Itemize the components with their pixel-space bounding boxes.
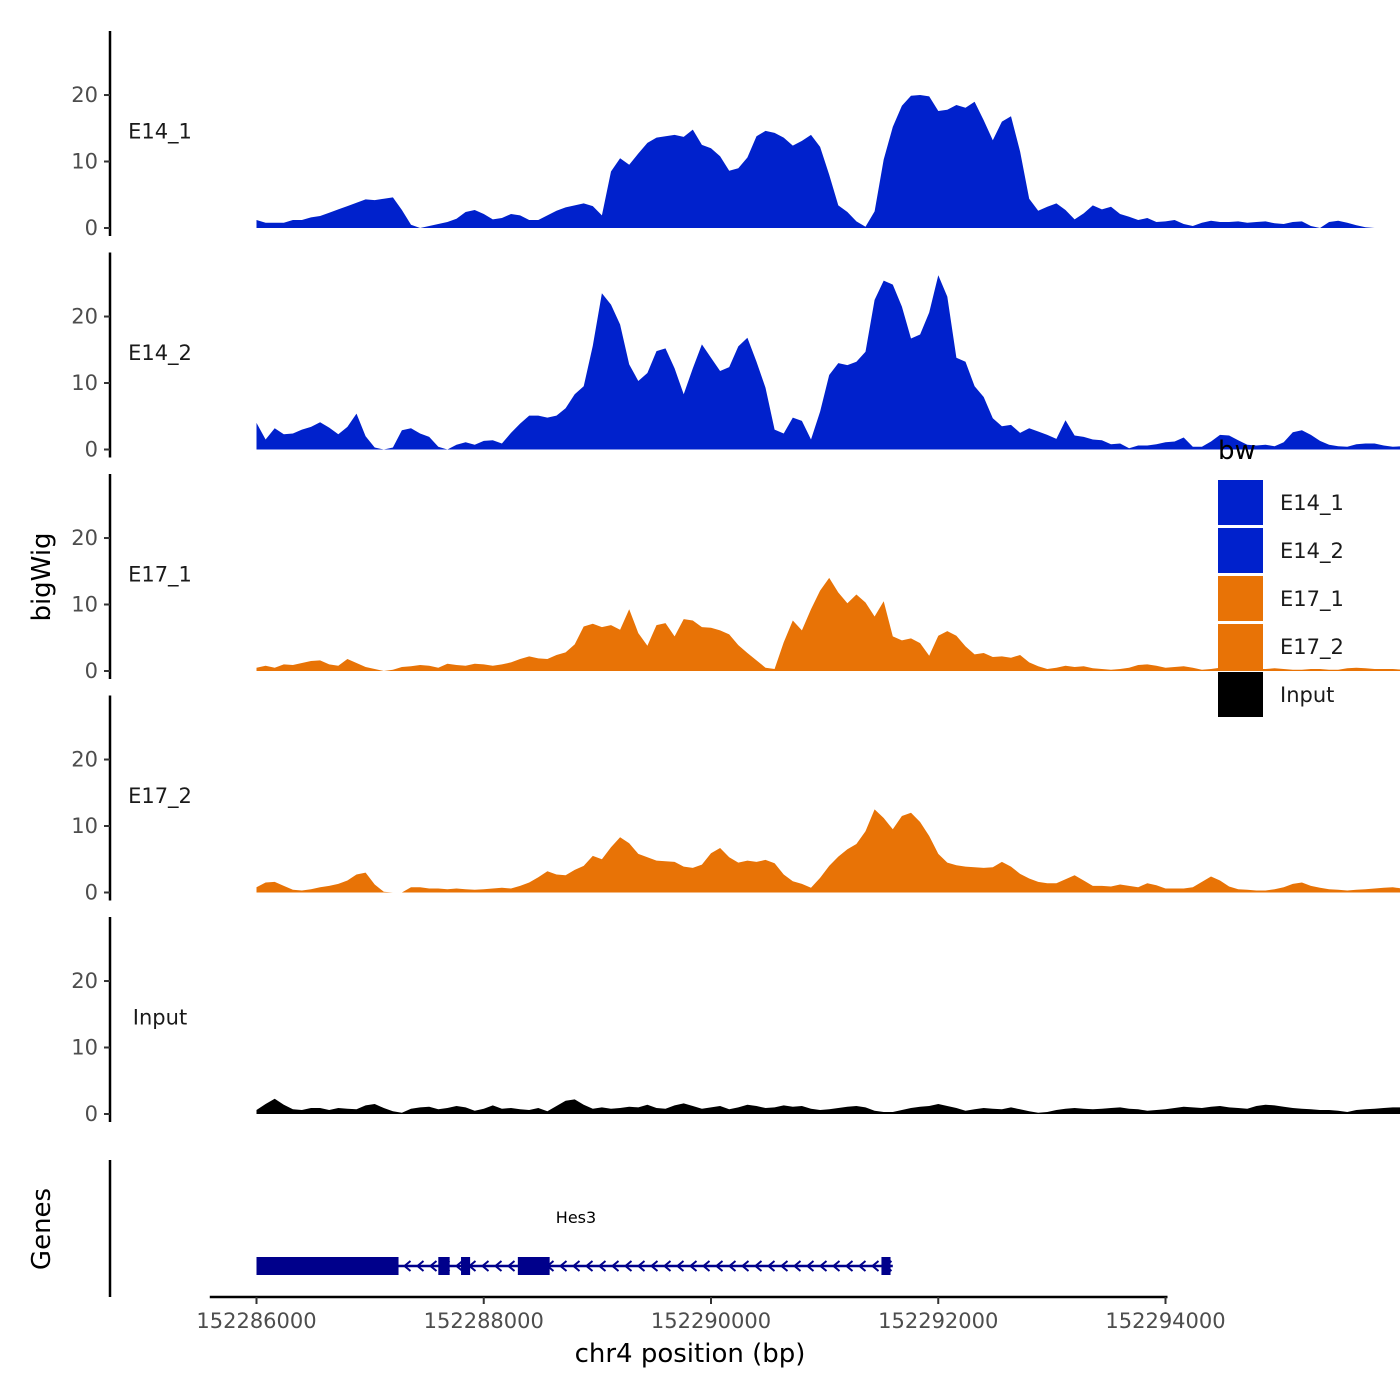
y-tick-label: 10	[71, 150, 98, 174]
strand-chevron	[415, 1260, 425, 1272]
y-tick-label: 20	[71, 305, 98, 329]
strand-chevron	[688, 1260, 698, 1272]
y-tick-label: 10	[71, 593, 98, 617]
y-tick-label: 0	[85, 881, 98, 905]
track-panels: 0 10 20 E14_1 0 10 20 E14_2 0 10 20 E17_1 0 10 20 E17_2…	[71, 31, 1400, 1126]
strand-chevron	[727, 1260, 737, 1272]
y-tick-label: 20	[71, 969, 98, 993]
track-label: E17_2	[128, 784, 192, 809]
strand-chevron	[844, 1260, 854, 1272]
x-tick-label: 152294000	[1105, 1309, 1225, 1333]
track-e17_1: 0 10 20 E17_1	[71, 474, 1400, 683]
y-tick-label: 20	[71, 748, 98, 772]
strand-chevron	[766, 1260, 776, 1272]
strand-chevron	[480, 1260, 490, 1272]
track-label: E14_1	[128, 120, 192, 145]
track-label: E14_2	[128, 341, 192, 366]
x-axis: 152286000 152288000 152290000 152292000 1522…	[196, 1295, 1226, 1333]
gene-exon	[438, 1257, 450, 1275]
coverage-area-input	[256, 1098, 1400, 1114]
strand-chevron	[831, 1260, 841, 1272]
strand-chevron	[805, 1260, 815, 1272]
y-tick-label: 20	[71, 83, 98, 107]
strand-chevron	[649, 1260, 659, 1272]
strand-chevron	[428, 1260, 438, 1272]
x-tick-label: 152292000	[878, 1309, 998, 1333]
legend-key	[1218, 576, 1263, 621]
strand-chevron	[454, 1260, 464, 1272]
strand-chevron	[662, 1260, 672, 1272]
gene-exon	[517, 1257, 550, 1275]
y-tick-label: 0	[85, 659, 98, 683]
strand-chevron	[701, 1260, 711, 1272]
strand-chevron	[675, 1260, 685, 1272]
strand-chevron	[506, 1260, 516, 1272]
strand-chevron	[402, 1260, 412, 1272]
gene-exon	[461, 1257, 471, 1275]
x-tick-label: 152290000	[651, 1309, 771, 1333]
legend-key	[1218, 480, 1263, 525]
track-e14_2: 0 10 20 E14_2	[71, 252, 1400, 462]
y-axis-title: bigWig	[27, 532, 57, 621]
coverage-area-e17_1	[256, 577, 1400, 671]
strand-chevron	[610, 1260, 620, 1272]
strand-chevron	[753, 1260, 763, 1272]
coverage-area-e17_2	[256, 809, 1400, 893]
strand-chevron	[779, 1260, 789, 1272]
gene-track: Hes3	[108, 1160, 893, 1297]
strand-chevron	[857, 1260, 867, 1272]
strand-chevron	[818, 1260, 828, 1272]
coverage-area-e14_1	[256, 95, 1400, 228]
track-e17_2: 0 10 20 E17_2	[71, 695, 1400, 905]
strand-chevron	[740, 1260, 750, 1272]
track-input: 0 10 20 Input	[71, 917, 1400, 1126]
y-tick-label: 10	[71, 1036, 98, 1060]
y-tick-label: 10	[71, 371, 98, 395]
strand-chevron	[792, 1260, 802, 1272]
strand-chevron	[493, 1260, 503, 1272]
legend-label: E14_1	[1280, 491, 1344, 516]
legend-label: E17_1	[1280, 587, 1344, 612]
gene-exon	[256, 1257, 399, 1275]
y-tick-label: 0	[85, 216, 98, 240]
y-tick-label: 10	[71, 814, 98, 838]
track-label: Input	[133, 1006, 187, 1030]
strand-chevron	[558, 1260, 568, 1272]
coverage-area-e14_2	[256, 275, 1400, 450]
strand-chevron	[870, 1260, 880, 1272]
strand-chevron	[623, 1260, 633, 1272]
genes-axis-title: Genes	[27, 1188, 57, 1270]
legend-label: Input	[1280, 683, 1334, 707]
y-tick-label: 0	[85, 1102, 98, 1126]
strand-chevron	[584, 1260, 594, 1272]
strand-chevron	[597, 1260, 607, 1272]
strand-chevron	[636, 1260, 646, 1272]
track-e14_1: 0 10 20 E14_1	[71, 31, 1400, 240]
strand-chevron	[571, 1260, 581, 1272]
legend-title: bw	[1218, 436, 1256, 466]
y-tick-label: 20	[71, 526, 98, 550]
gene-exon	[881, 1257, 891, 1275]
legend-key	[1218, 528, 1263, 573]
strand-chevron	[714, 1260, 724, 1272]
legend-key	[1218, 624, 1263, 669]
y-tick-label: 0	[85, 438, 98, 462]
x-axis-title: chr4 position (bp)	[575, 1339, 806, 1369]
track-label: E17_1	[128, 563, 192, 588]
x-tick-label: 152288000	[424, 1309, 544, 1333]
legend-label: E17_2	[1280, 635, 1344, 660]
legend-label: E14_2	[1280, 539, 1344, 564]
gene-label: Hes3	[556, 1208, 596, 1227]
x-tick-label: 152286000	[196, 1309, 316, 1333]
legend: bw E14_1 E14_2 E17_1 E17_2 Input	[1218, 436, 1344, 717]
legend-key	[1218, 672, 1263, 717]
